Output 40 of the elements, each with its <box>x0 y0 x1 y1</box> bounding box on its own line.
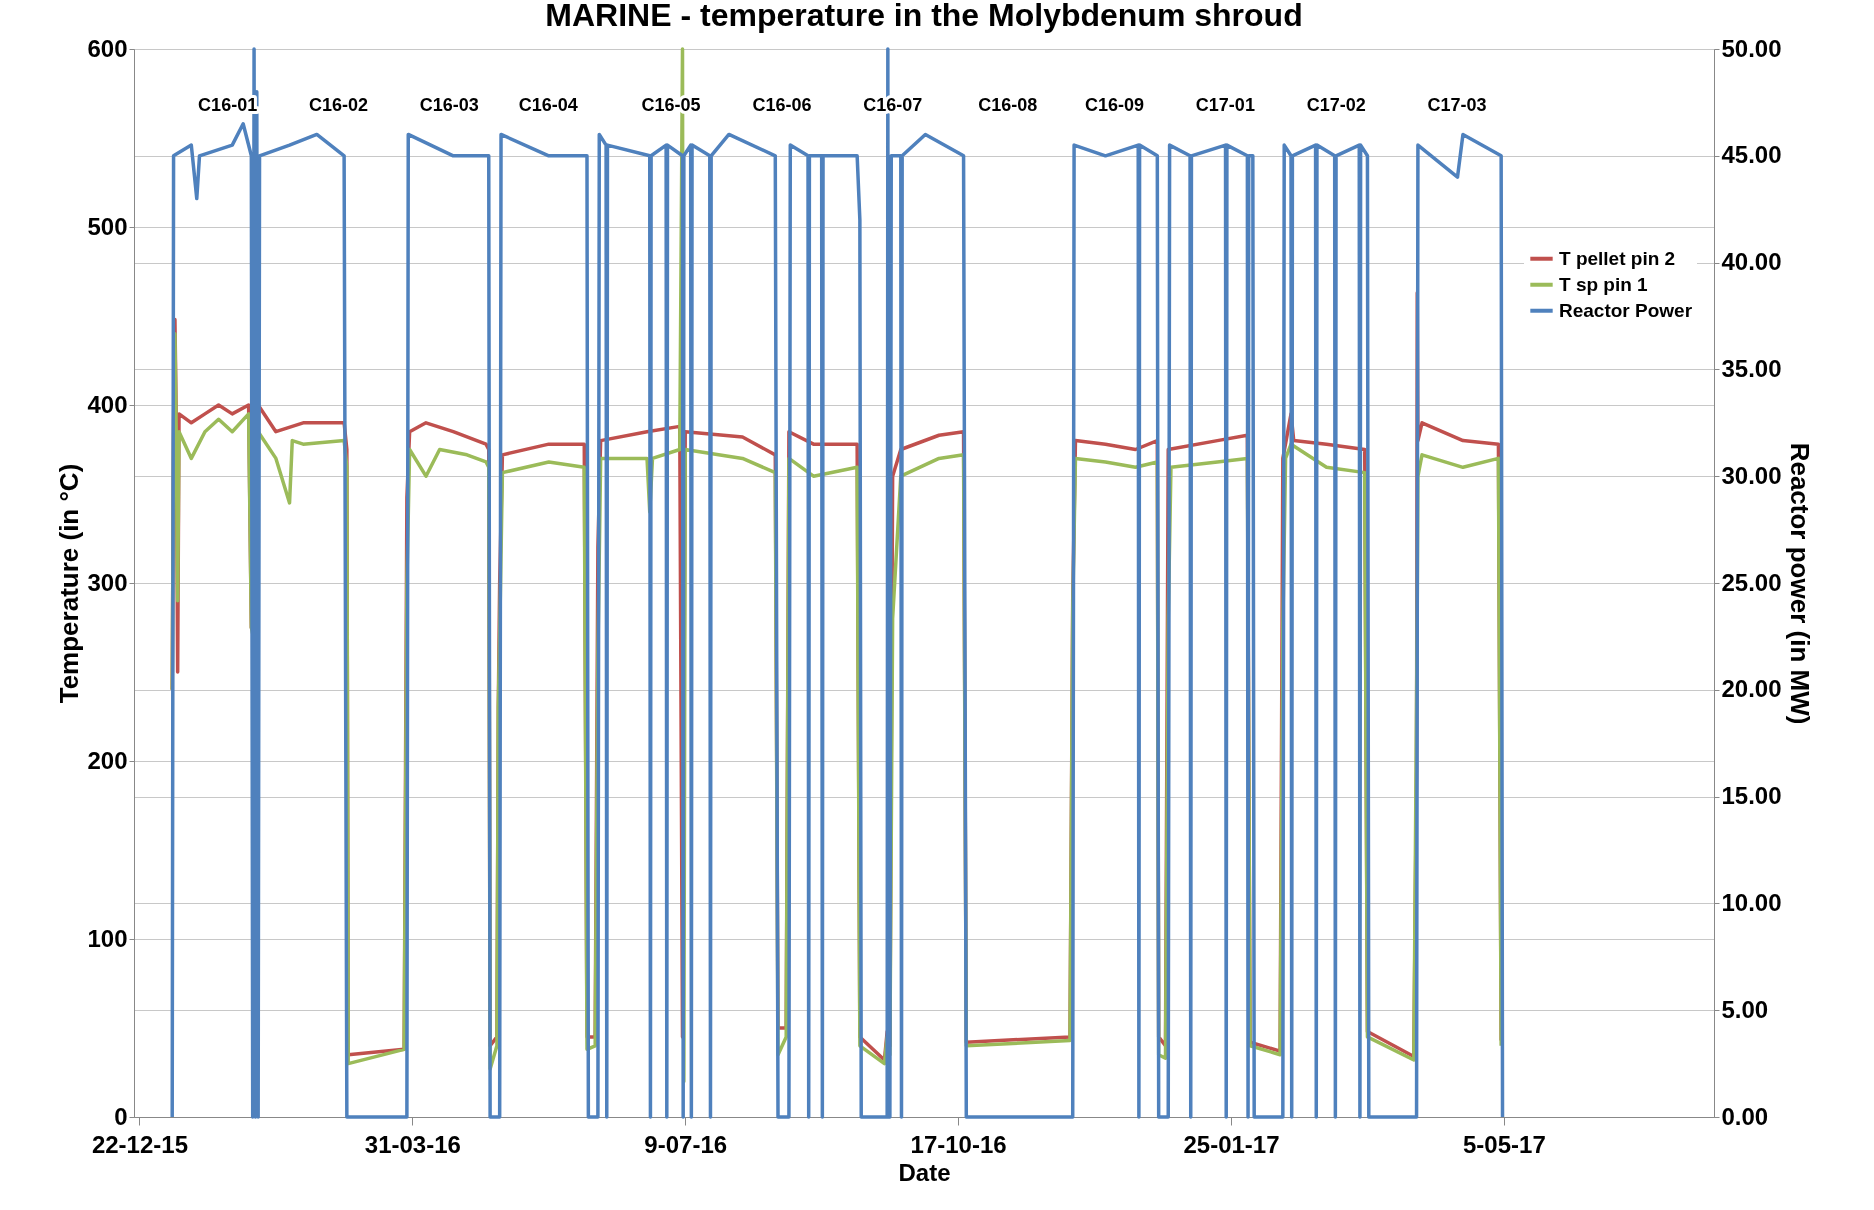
x-tick-label: 31-03-16 <box>364 1130 461 1158</box>
x-tick-label: 9-07-16 <box>644 1130 728 1158</box>
x-tick-label: 17-10-16 <box>910 1130 1007 1158</box>
y2-tick-label: 10.00 <box>1721 888 1782 916</box>
x-tick-label: 25-01-17 <box>1183 1130 1280 1158</box>
y2-tick-label: 0.00 <box>1721 1102 1769 1130</box>
annotation: C16-09 <box>1084 94 1145 115</box>
x-axis-title: Date <box>898 1158 951 1186</box>
legend-label: T sp pin 1 <box>1559 273 1649 295</box>
y-tick-label: 600 <box>87 34 128 62</box>
annotation: C16-02 <box>308 94 369 115</box>
y-tick-label: 100 <box>87 924 128 952</box>
y-tick-label: 200 <box>87 746 128 774</box>
x-tick-label: 22-12-15 <box>91 1130 188 1158</box>
y2-tick-label: 5.00 <box>1721 995 1769 1023</box>
annotation: C16-08 <box>978 94 1038 115</box>
y2-tick-label: 45.00 <box>1721 141 1782 169</box>
annotation: C16-04 <box>518 94 578 115</box>
annotation: C16-03 <box>419 94 479 115</box>
annotation: C17-03 <box>1427 94 1487 115</box>
y-tick-label: 500 <box>87 212 128 240</box>
y2-tick-label: 40.00 <box>1721 248 1782 276</box>
y2-tick-label: 20.00 <box>1721 675 1782 703</box>
y2-tick-label: 15.00 <box>1721 782 1782 810</box>
annotation: C17-02 <box>1306 94 1366 115</box>
annotation: C16-06 <box>752 94 812 115</box>
y-tick-label: 0 <box>114 1102 128 1130</box>
y2-axis-title: Reactor power (in MW) <box>1784 442 1815 725</box>
legend-label: Reactor Power <box>1559 299 1693 321</box>
legend-label: T pellet pin 2 <box>1559 247 1676 269</box>
y-tick-label: 400 <box>87 390 128 418</box>
annotation: C17-01 <box>1195 94 1255 115</box>
y2-tick-label: 35.00 <box>1721 354 1782 382</box>
y2-tick-label: 25.00 <box>1721 568 1782 596</box>
y-axis-title: Temperature (in °C) <box>54 463 85 704</box>
chart-title: MARINE - temperature in the Molybdenum shroud <box>545 0 1303 33</box>
y2-tick-label: 30.00 <box>1721 461 1782 489</box>
y2-tick-label: 50.00 <box>1721 34 1782 62</box>
y-tick-label: 300 <box>87 568 128 596</box>
x-tick-label: 5-05-17 <box>1463 1130 1546 1158</box>
